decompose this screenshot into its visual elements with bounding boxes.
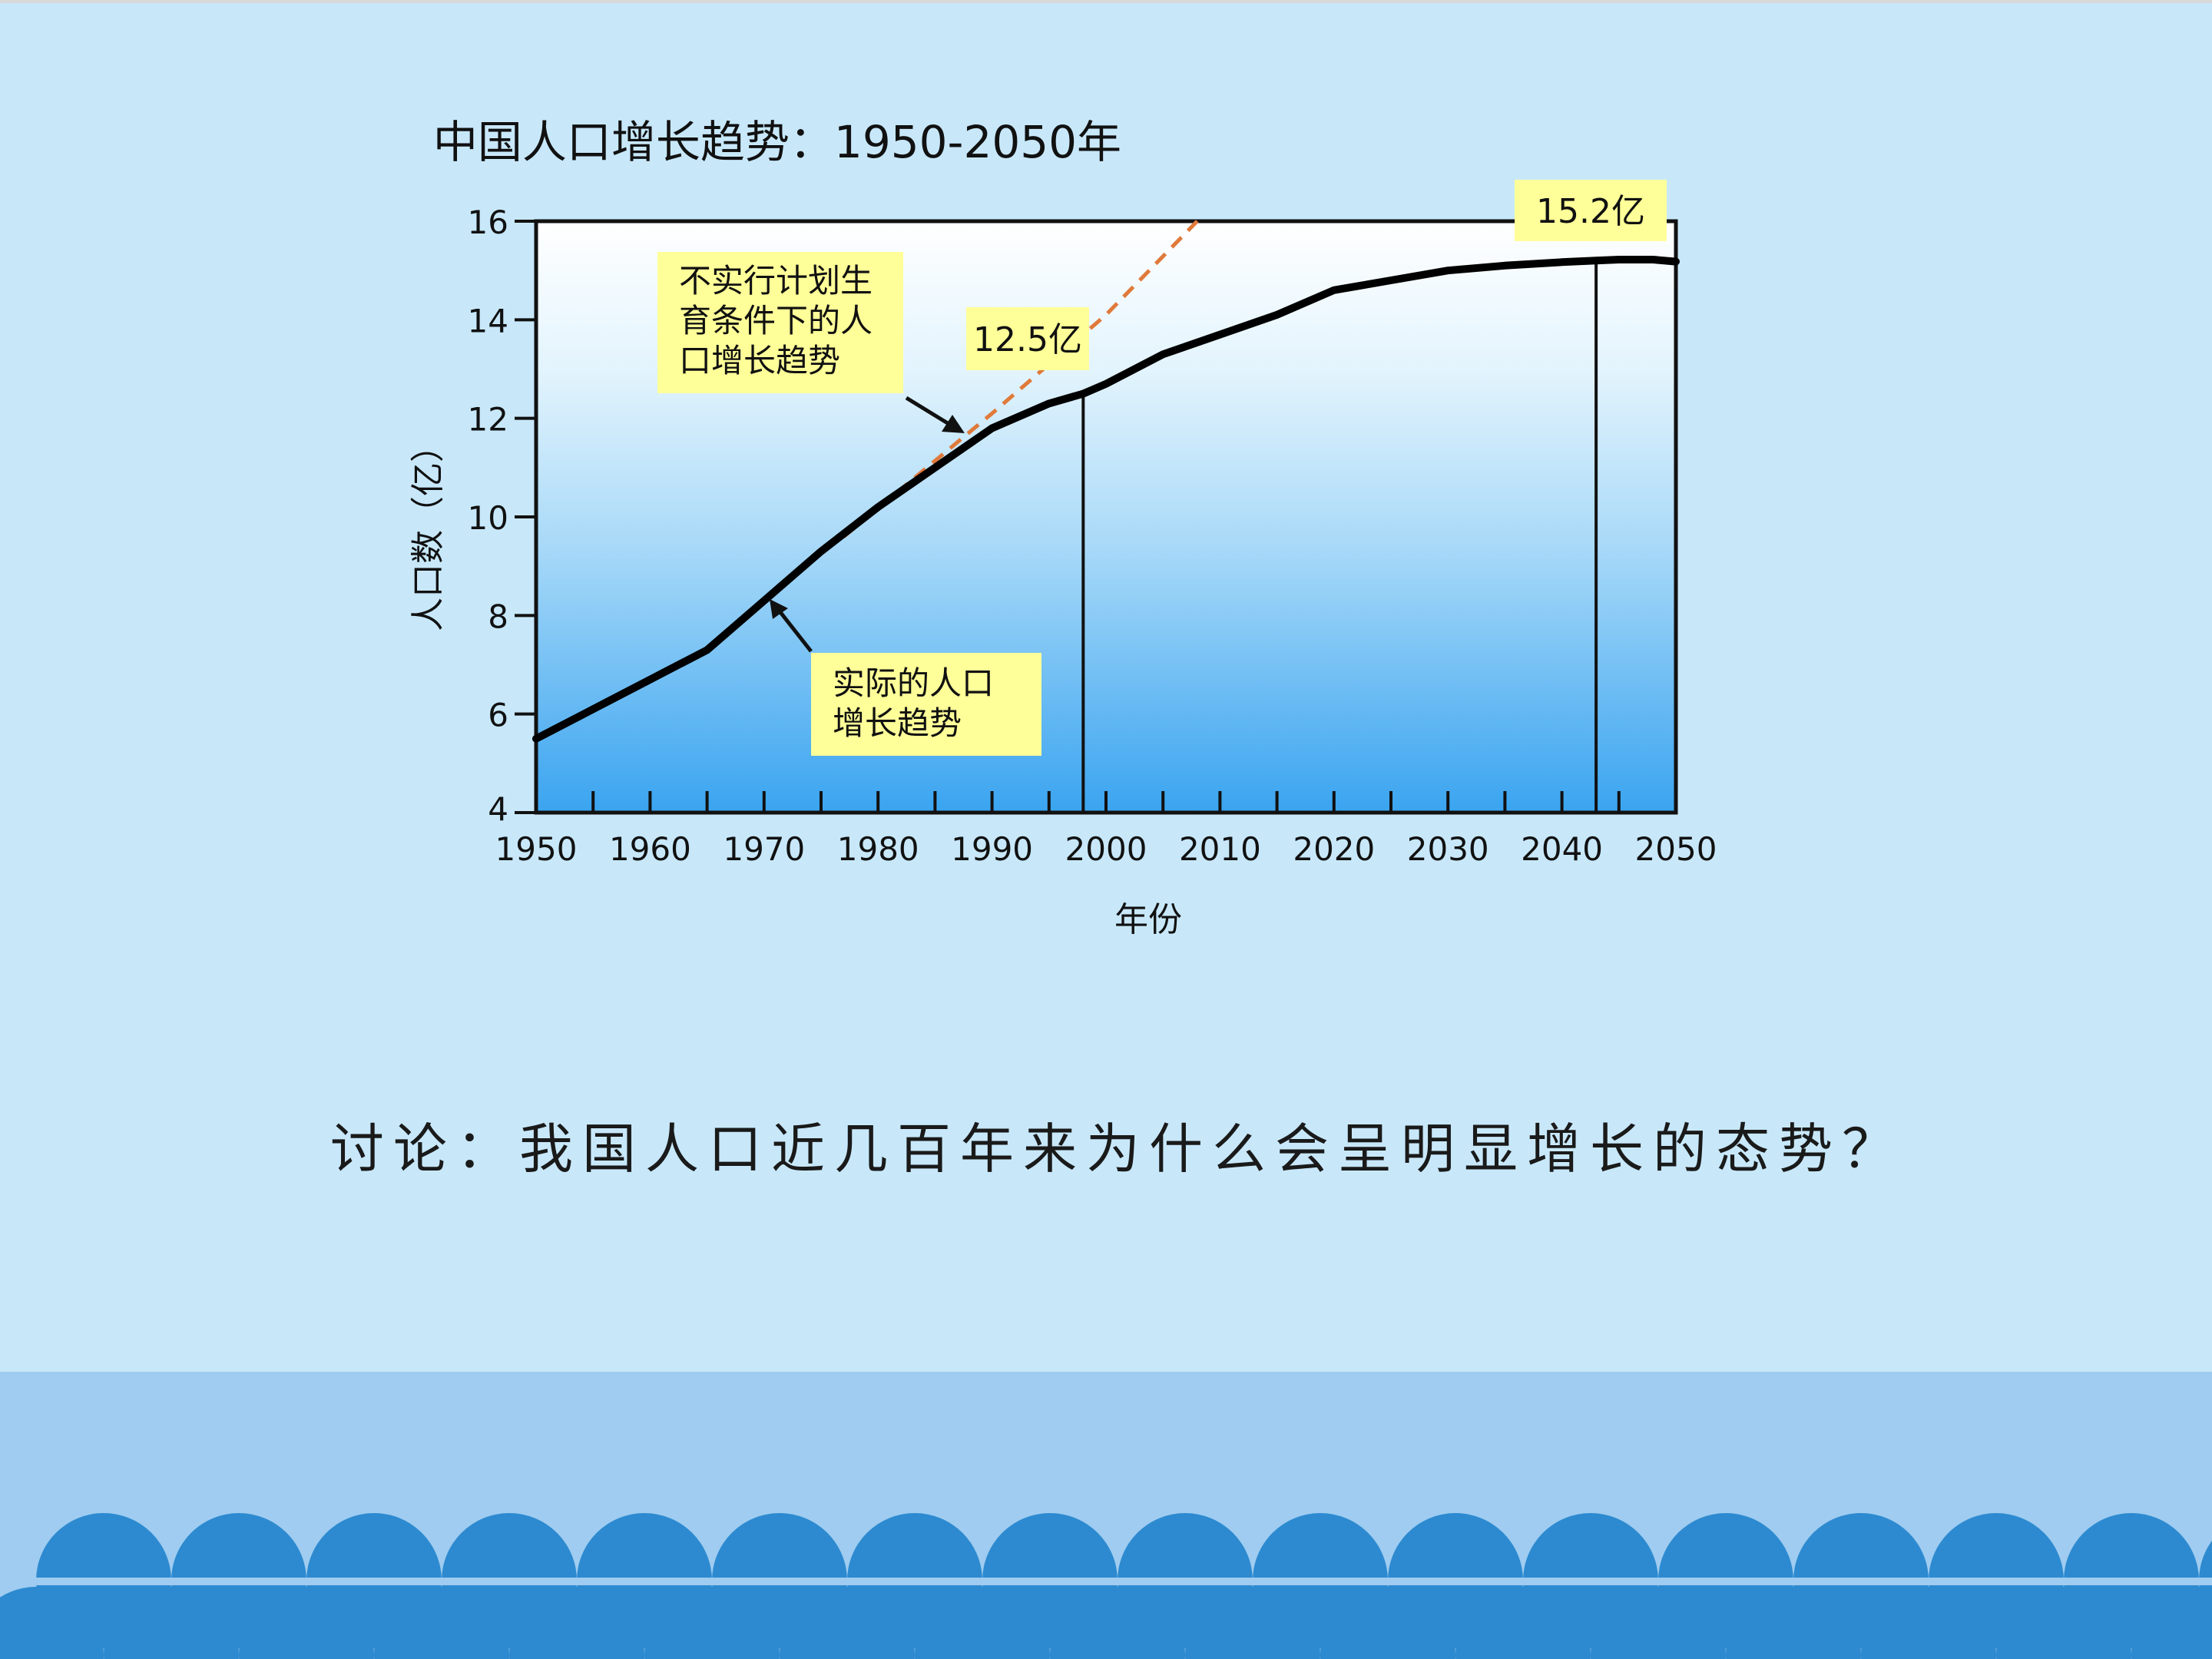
wave-scale-front (1996, 1587, 2131, 1659)
wave-scale-front (1050, 1587, 1185, 1659)
callout-actual-text: 实际的人口增长趋势 (833, 664, 994, 742)
y-tick-label: 16 (468, 204, 508, 241)
marker-label-15-2: 15.2亿 (1536, 192, 1645, 231)
wave-scale-front (1591, 1587, 1726, 1659)
arrow-dashed-head (942, 415, 965, 433)
x-tick-label: 2040 (1521, 830, 1603, 868)
x-tick-label: 2030 (1407, 830, 1489, 868)
wave-scale-front (509, 1587, 644, 1659)
callout-planning: 不实行计划生育条件下的人口增长趋势 (657, 252, 903, 393)
y-tick-label: 10 (468, 499, 508, 537)
x-tick-label: 1970 (723, 830, 805, 868)
x-tick-label: 2010 (1179, 830, 1261, 868)
callout-line: 实际的人口 (833, 664, 994, 702)
callout-marker-15-2: 15.2亿 (1515, 180, 1667, 241)
y-tick-label: 12 (468, 401, 508, 439)
series-group (532, 220, 1680, 743)
population-chart: 中国人口增长趋势：1950-2050年 4 6 8 10 12 14 16 1950 1960… (409, 116, 1717, 939)
wave-gap (0, 1578, 2212, 1585)
x-axis-ticks: 1950 1960 1970 1980 1990 2000 2010 2020 2030 2040… (495, 791, 1717, 868)
x-axis-label: 年份 (1114, 900, 1182, 939)
callout-line: 增长趋势 (833, 704, 962, 742)
arrows (770, 396, 965, 653)
wave-scale-front (915, 1587, 1050, 1659)
x-tick-label: 1980 (837, 830, 919, 868)
wave-scales (0, 1513, 2212, 1659)
wave-scale-front (104, 1587, 239, 1659)
callout-planning-text: 不实行计划生育条件下的人口增长趋势 (679, 262, 873, 379)
callout-line: 育条件下的人 (679, 302, 873, 339)
x-tick-label: 1990 (951, 830, 1033, 868)
arrow-actual-head (770, 599, 788, 619)
marker-label-12-5: 12.5亿 (973, 320, 1082, 359)
x-tick-label: 2020 (1293, 830, 1375, 868)
y-axis-label: 人口数（亿） (409, 429, 448, 631)
y-tick-label: 6 (488, 697, 508, 734)
x-tick-label: 2050 (1635, 830, 1717, 868)
y-tick-label: 8 (488, 598, 508, 635)
discussion-question: 讨论：我国人口近几百年来为什么会呈明显增长的态势？ (330, 1118, 1905, 1181)
x-tick-label: 2000 (1065, 830, 1147, 868)
arrow-dashed-line (905, 396, 955, 429)
callout-line: 不实行计划生 (679, 262, 873, 300)
wave-scale-front (1455, 1587, 1591, 1659)
marker-lines (1081, 260, 1598, 813)
decorative-wave-band (0, 1372, 2212, 1659)
series-line-actual (532, 256, 1680, 743)
wave-scale-front (2131, 1587, 2212, 1659)
wave-scale-front (1726, 1587, 1861, 1659)
wave-scale-front (1861, 1587, 1996, 1659)
y-axis-ticks: 4 6 8 10 12 14 16 (468, 204, 536, 828)
arrow-actual-line (776, 607, 813, 653)
wave-scale-front (780, 1587, 915, 1659)
wave-scale-front (1320, 1587, 1455, 1659)
wave-scale-front (644, 1587, 780, 1659)
wave-scale-front (239, 1587, 374, 1659)
callout-actual: 实际的人口增长趋势 (811, 653, 1041, 756)
wave-scale-front (374, 1587, 509, 1659)
x-tick-label: 1950 (495, 830, 578, 868)
chart-title: 中国人口增长趋势：1950-2050年 (433, 116, 1121, 168)
callout-line: 口增长趋势 (679, 342, 840, 379)
top-border (0, 0, 2212, 3)
wave-scale-front (0, 1587, 104, 1659)
y-tick-label: 4 (488, 790, 508, 828)
y-tick-label: 14 (468, 302, 508, 339)
wave-scale-front (1185, 1587, 1320, 1659)
callout-marker-12-5: 12.5亿 (966, 307, 1089, 370)
x-tick-label: 1960 (609, 830, 691, 868)
